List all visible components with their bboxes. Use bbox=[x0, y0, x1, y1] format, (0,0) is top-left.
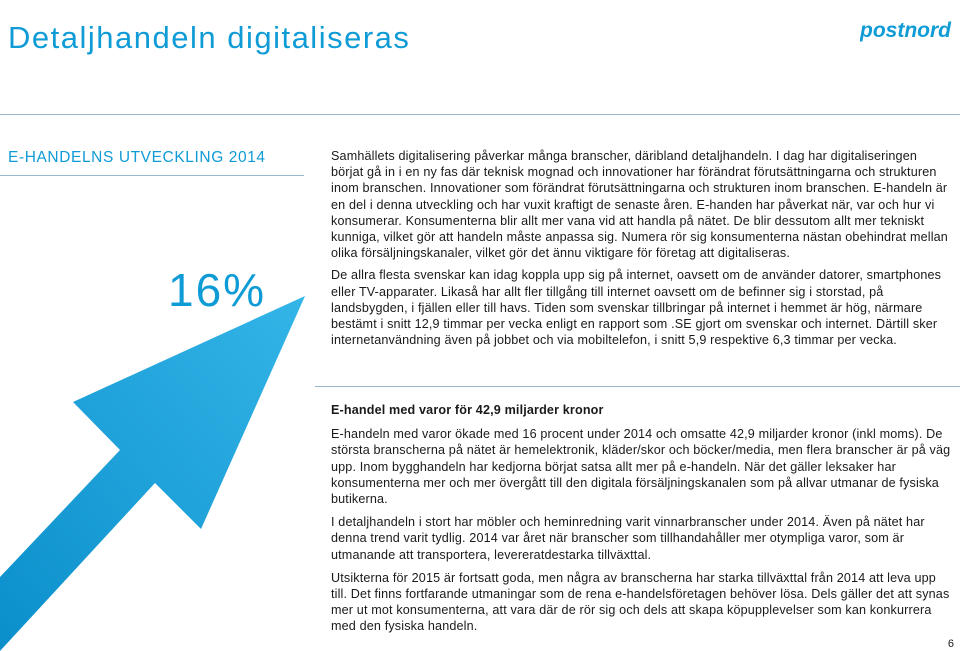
section-paragraph: I detaljhandeln i stort har möbler och h… bbox=[331, 515, 925, 562]
svg-text:postnord: postnord bbox=[860, 19, 952, 42]
intro-paragraph: De allra flesta svenskar kan idag koppla… bbox=[331, 268, 942, 348]
growth-percentage: 16% bbox=[168, 264, 267, 316]
intro-text: Samhällets digitalisering påverkar många… bbox=[331, 148, 951, 348]
page-title: Detaljhandeln digitaliseras bbox=[8, 20, 411, 55]
title-divider bbox=[0, 114, 960, 115]
section-paragraph: E-handeln med varor ökade med 16 procent… bbox=[331, 427, 951, 507]
intro-paragraph: Samhällets digitalisering påverkar många… bbox=[331, 149, 948, 261]
section-text: E-handel med varor för 42,9 miljarder kr… bbox=[331, 402, 951, 635]
postnord-logo: postnord bbox=[860, 19, 952, 42]
section-paragraph: Utsikterna för 2015 är fortsatt goda, me… bbox=[331, 570, 950, 634]
page-number: 6 bbox=[947, 638, 954, 650]
body-divider bbox=[315, 386, 960, 387]
section-heading: E-handel med varor för 42,9 miljarder kr… bbox=[331, 403, 604, 417]
up-right-arrow-icon bbox=[0, 296, 305, 651]
section-label-divider bbox=[0, 175, 304, 176]
section-label: E-HANDELNS UTVECKLING 2014 bbox=[8, 149, 266, 166]
